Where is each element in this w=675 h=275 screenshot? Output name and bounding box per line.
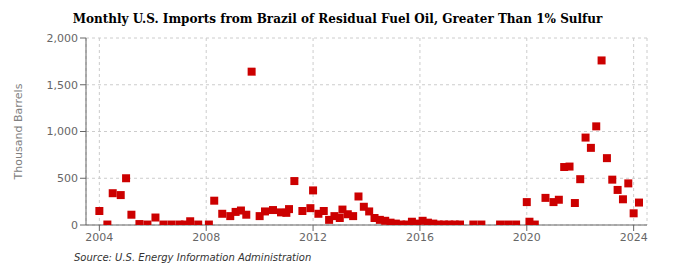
svg-text:2016: 2016 [406, 231, 434, 244]
svg-text:2004: 2004 [85, 231, 113, 244]
svg-text:2,000: 2,000 [47, 32, 79, 45]
svg-text:0: 0 [71, 219, 78, 232]
svg-text:2020: 2020 [513, 231, 541, 244]
svg-text:500: 500 [57, 172, 78, 185]
svg-text:2008: 2008 [192, 231, 220, 244]
svg-text:1,500: 1,500 [47, 79, 79, 92]
html-text:Monthly U.S. Imports from Braz: Monthly U.S. Imports from Brazil of Resi… [72, 12, 603, 26]
html-text:Source: U.S. Energy Informatio: Source: U.S. Energy Information Administ… [74, 252, 312, 263]
svg-text:2024: 2024 [620, 231, 648, 244]
svg-text:2012: 2012 [299, 231, 327, 244]
svg-text:Thousand Barrels: Thousand Barrels [12, 83, 25, 180]
svg-text:1,000: 1,000 [47, 125, 79, 138]
